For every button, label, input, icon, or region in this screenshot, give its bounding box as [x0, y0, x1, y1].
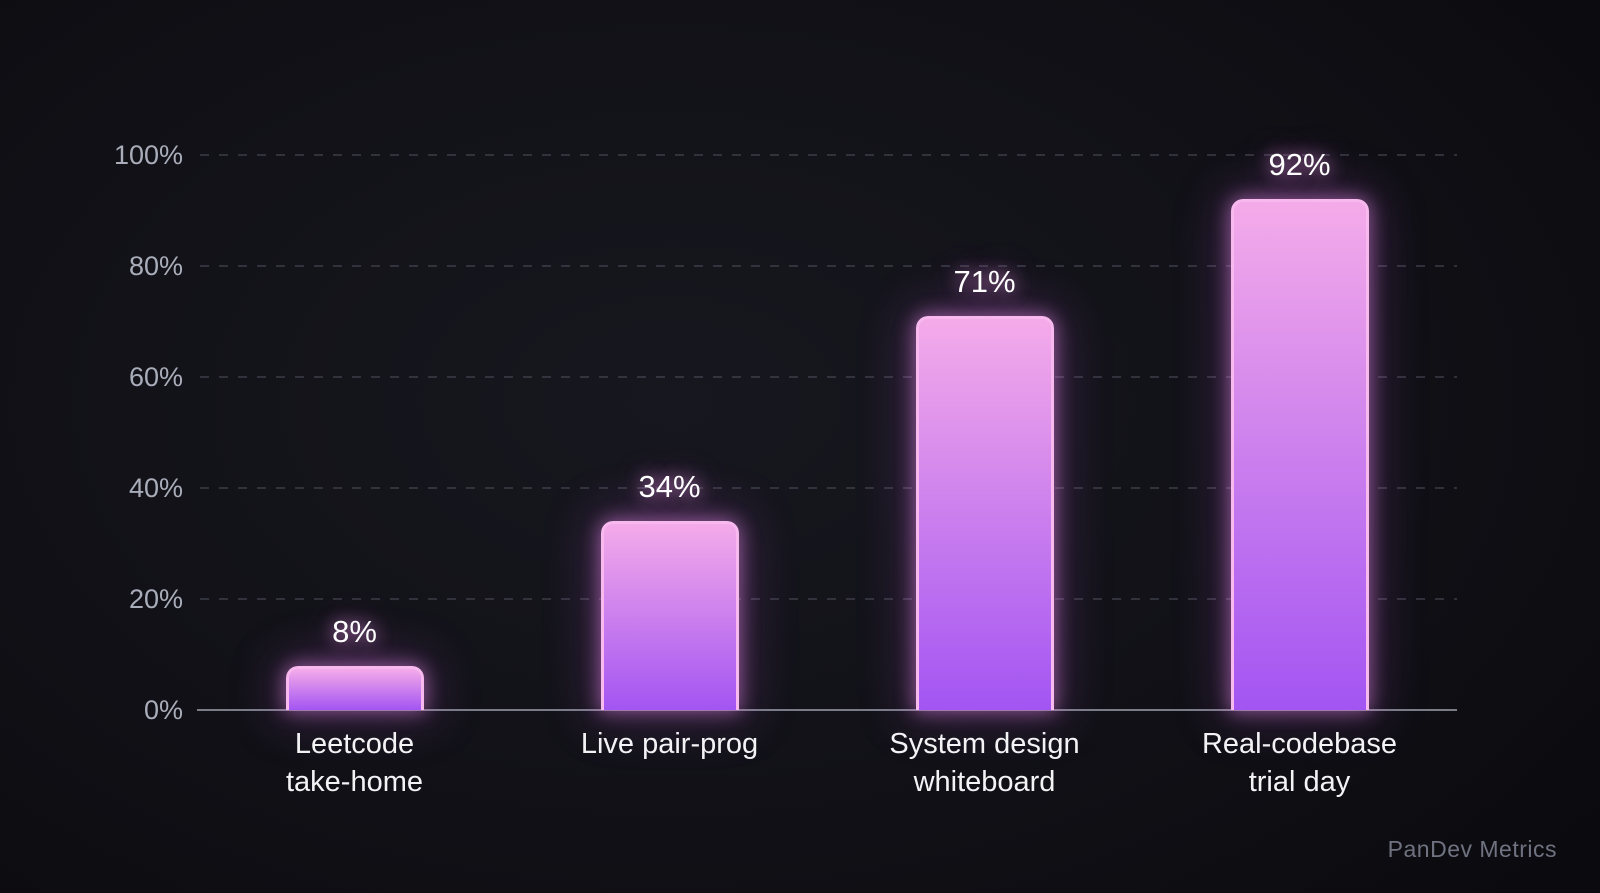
bar-category-label: Live pair-prog [512, 725, 827, 763]
bar-value-label: 71% [953, 264, 1016, 299]
y-tick-label: 20% [128, 584, 183, 614]
bar-category-label: Real-codebase trial day [1142, 725, 1457, 801]
watermark: PanDev Metrics [1387, 836, 1557, 862]
bar-real-codebase-trial-day [1230, 199, 1369, 710]
category-label-line: whiteboard [913, 766, 1056, 798]
bar-category-label: System design whiteboard [827, 725, 1142, 801]
category-label-line: take-home [285, 766, 423, 798]
gridline-100% [200, 154, 1457, 156]
category-label-line: Real-codebase [1201, 728, 1398, 760]
bar-system-design-whiteboard [915, 316, 1054, 710]
category-label-line: trial day [1248, 766, 1351, 798]
x-axis-line [197, 709, 1457, 711]
y-tick-label: 100% [113, 140, 183, 170]
bar-value-label: 92% [1268, 147, 1331, 182]
bar-value-label: 8% [332, 614, 377, 649]
bar-live-pair-prog [600, 521, 739, 710]
y-tick-label: 40% [128, 473, 183, 503]
category-label-line: System design [889, 728, 1080, 760]
bar-category-label: Leetcode take-home [197, 725, 512, 801]
y-tick-label: 0% [143, 695, 183, 725]
y-tick-label: 80% [128, 251, 183, 281]
gridline-80% [200, 265, 1457, 267]
gridline-40% [200, 487, 1457, 489]
category-label-line: Live pair-prog [580, 728, 759, 760]
gridline-20% [200, 598, 1457, 600]
bar-leetcode-take-home [285, 666, 424, 710]
gridline-60% [200, 376, 1457, 378]
bar-value-label: 34% [638, 469, 701, 504]
category-label-line: Leetcode [294, 728, 415, 760]
y-tick-label: 60% [128, 362, 183, 392]
